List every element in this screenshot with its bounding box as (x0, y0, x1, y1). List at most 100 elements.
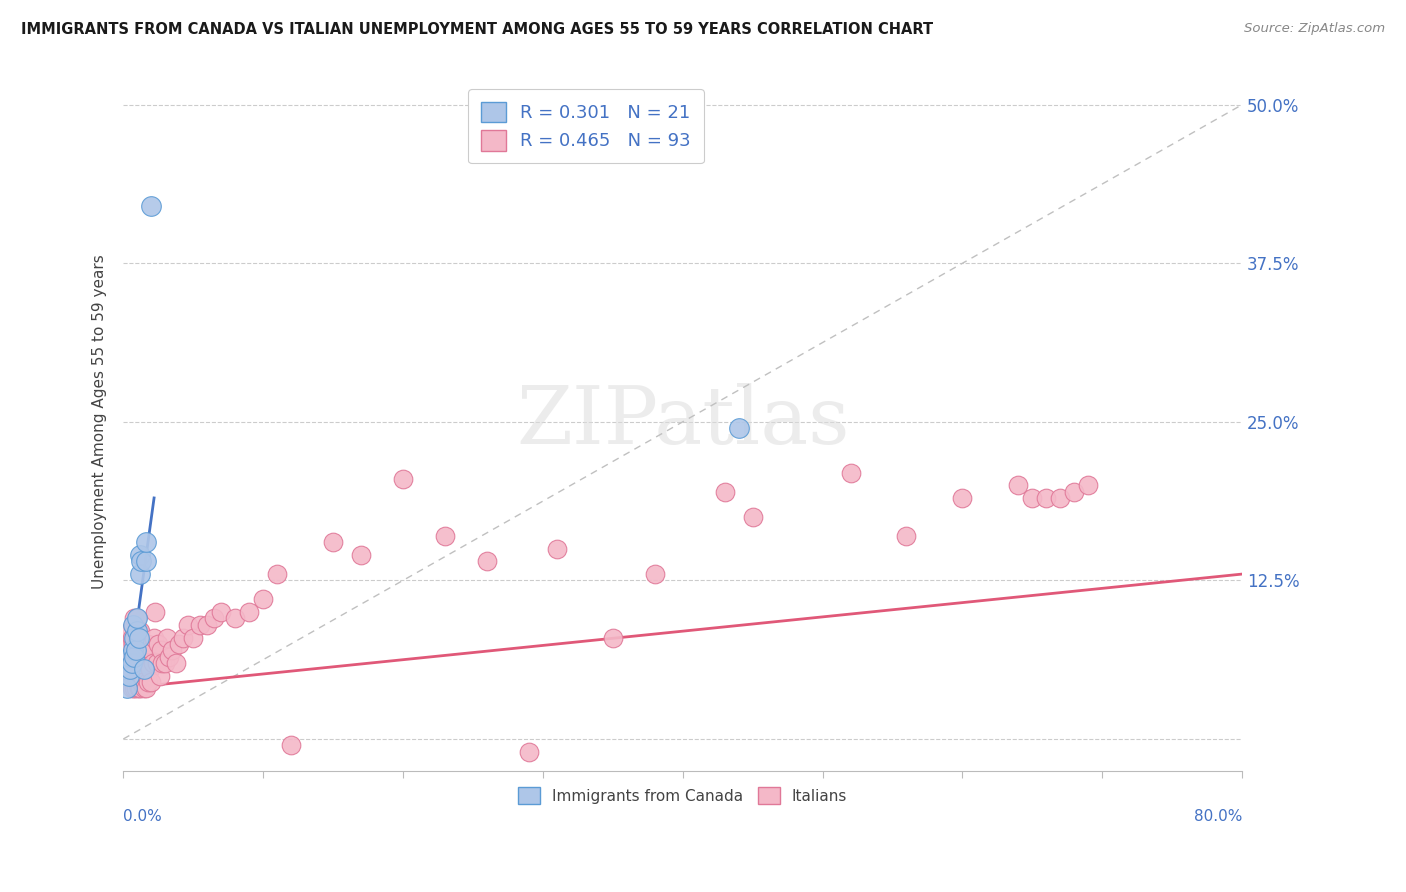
Point (252, 592, 274, 607)
Point (172, 631, 194, 645)
Point (124, 631, 146, 645)
Point (159, 649, 181, 664)
Point (1007, 478, 1029, 492)
Point (146, 656, 169, 670)
Point (122, 617, 145, 632)
Point (122, 674, 145, 689)
Point (165, 656, 187, 670)
Point (149, 668, 172, 682)
Point (129, 548, 152, 562)
Point (127, 649, 149, 664)
Point (124, 611, 146, 625)
Text: IMMIGRANTS FROM CANADA VS ITALIAN UNEMPLOYMENT AMONG AGES 55 TO 59 YEARS CORRELA: IMMIGRANTS FROM CANADA VS ITALIAN UNEMPL… (21, 22, 934, 37)
Point (129, 681, 152, 696)
Point (280, 739, 302, 753)
Point (195, 617, 218, 632)
Point (141, 199, 163, 213)
Point (124, 681, 146, 696)
Point (141, 674, 163, 689)
Point (135, 637, 157, 651)
Point (128, 649, 150, 664)
Point (1077, 478, 1099, 492)
Point (121, 681, 143, 696)
Point (188, 617, 211, 632)
Point (602, 631, 624, 645)
Point (238, 605, 260, 619)
Point (741, 510, 763, 524)
Point (121, 631, 143, 645)
Point (124, 656, 146, 670)
Point (176, 617, 198, 632)
Point (125, 649, 148, 664)
Point (1049, 491, 1071, 505)
Point (118, 668, 141, 682)
Point (120, 649, 142, 664)
Point (124, 649, 146, 664)
Point (138, 674, 160, 689)
Point (155, 656, 177, 670)
Point (135, 535, 157, 549)
Point (727, 421, 749, 435)
Point (125, 643, 148, 657)
Point (150, 643, 173, 657)
Point (127, 674, 149, 689)
Point (132, 674, 155, 689)
Text: ZIPatlas: ZIPatlas (516, 383, 849, 461)
Point (350, 548, 373, 562)
Point (141, 643, 163, 657)
Point (121, 656, 143, 670)
Point (118, 668, 141, 682)
Point (120, 662, 142, 676)
Point (839, 466, 862, 480)
Point (209, 605, 232, 619)
Point (322, 535, 344, 549)
Point (475, 554, 498, 568)
Point (546, 541, 568, 556)
Point (127, 611, 149, 625)
Point (122, 656, 145, 670)
Text: 80.0%: 80.0% (1194, 809, 1241, 824)
Point (162, 643, 184, 657)
Point (117, 681, 139, 696)
Point (644, 567, 666, 582)
Point (145, 605, 167, 619)
Point (266, 567, 288, 582)
Point (118, 643, 141, 657)
Point (152, 656, 174, 670)
Point (117, 637, 139, 651)
Point (392, 472, 415, 486)
Point (115, 662, 138, 676)
Point (129, 624, 152, 639)
Point (131, 674, 153, 689)
Point (132, 637, 155, 651)
Point (1035, 491, 1057, 505)
Point (120, 674, 142, 689)
Point (135, 681, 157, 696)
Point (1021, 491, 1043, 505)
Point (120, 624, 142, 639)
Point (131, 554, 153, 568)
Point (129, 567, 152, 582)
Text: 0.0%: 0.0% (124, 809, 162, 824)
Point (127, 611, 149, 625)
Point (202, 611, 225, 625)
Y-axis label: Unemployment Among Ages 55 to 59 years: Unemployment Among Ages 55 to 59 years (93, 254, 107, 590)
Point (134, 681, 156, 696)
Point (117, 656, 139, 670)
Point (122, 643, 145, 657)
Point (128, 624, 150, 639)
Point (129, 649, 152, 664)
Point (167, 637, 190, 651)
Point (124, 631, 146, 645)
Point (127, 631, 149, 645)
Point (713, 484, 735, 499)
Point (143, 631, 166, 645)
Point (433, 529, 456, 543)
Point (181, 631, 204, 645)
Point (517, 745, 540, 759)
Point (142, 656, 165, 670)
Point (120, 656, 142, 670)
Text: Source: ZipAtlas.com: Source: ZipAtlas.com (1244, 22, 1385, 36)
Point (148, 637, 170, 651)
Point (952, 491, 974, 505)
